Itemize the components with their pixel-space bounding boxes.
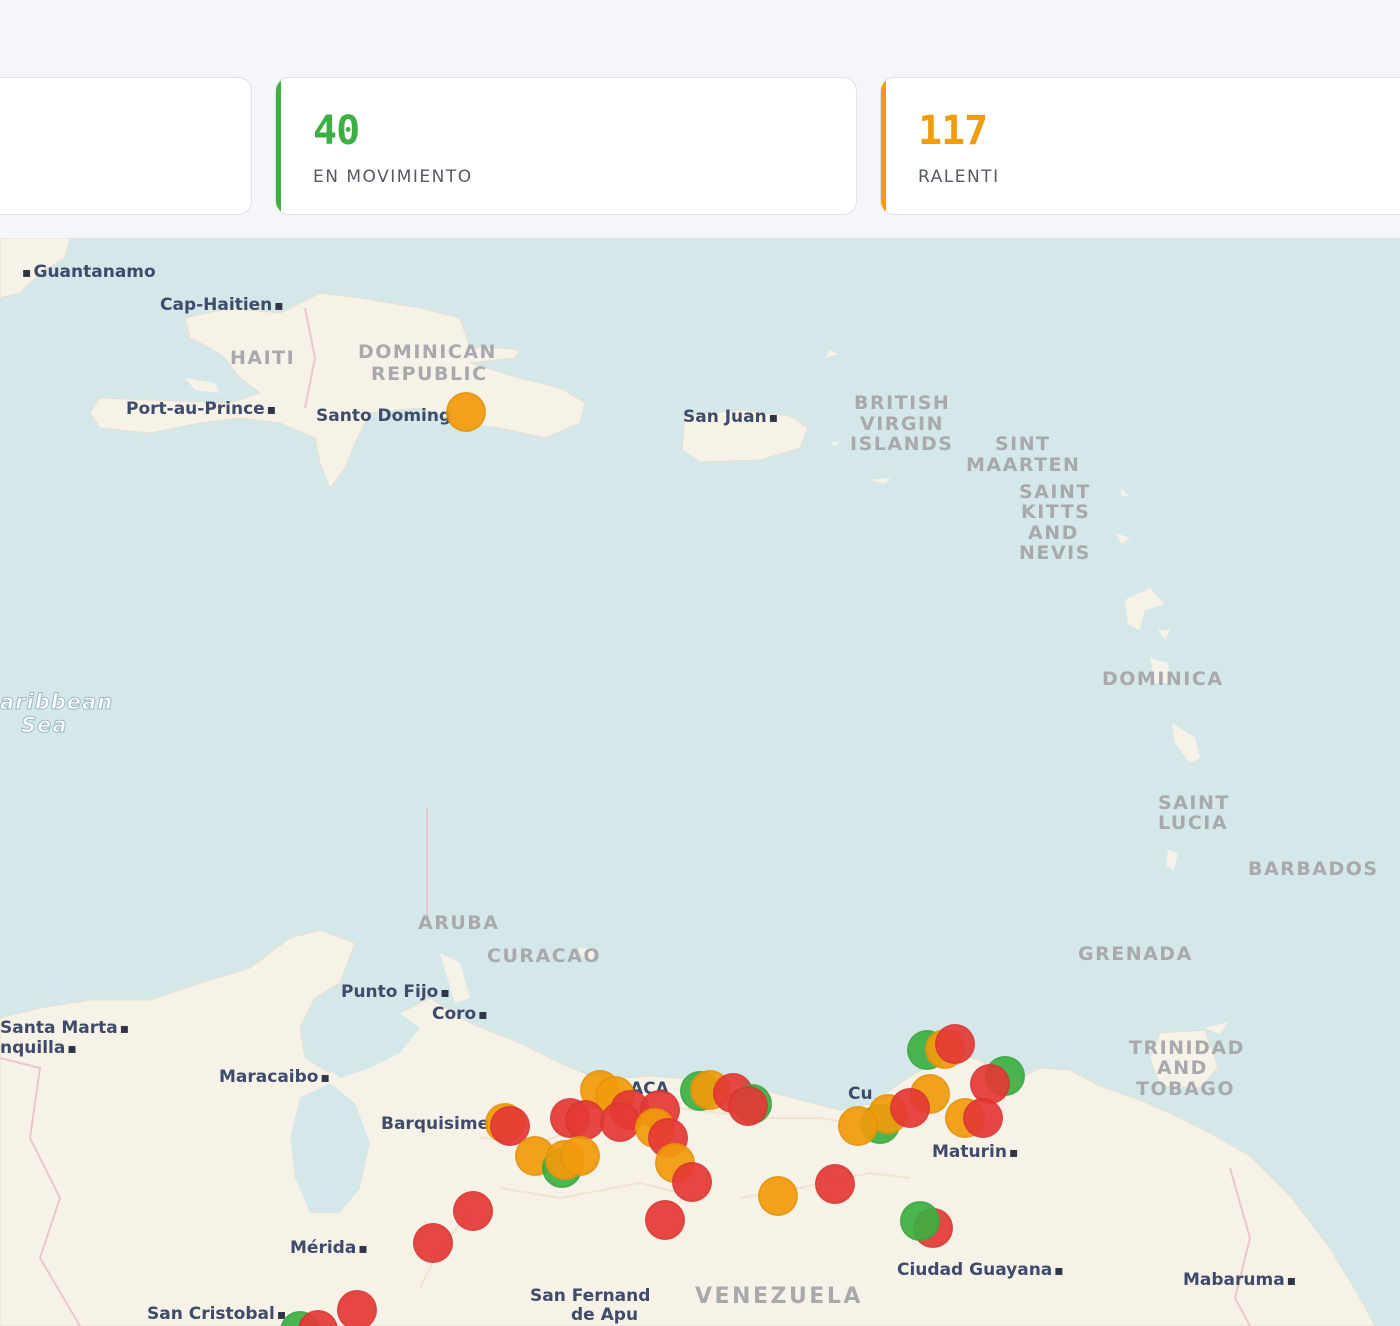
country-tt-line1: TRINIDAD [1129,1037,1245,1059]
country-skn-line4: NEVIS [1019,542,1091,564]
fleet-map[interactable]: Guantanamo Cap-Haitien Port-au-Prince Sa… [0,238,1400,1326]
stat-card-partial[interactable] [0,77,252,215]
city-barquisimeto: Barquisime [381,1114,490,1134]
country-grenada: GRENADA [1078,943,1193,965]
city-cumana: Cu [848,1084,873,1104]
country-skn-line3: AND [1028,522,1079,544]
country-bvi-line3: ISLANDS [850,433,954,455]
country-curacao: CURACAO [487,945,602,967]
land-gonave [185,378,220,393]
sea-caribbean-line2: Sea [21,713,68,737]
water-gulf-venezuela [305,1003,420,1078]
vehicle-marker-stopped[interactable] [815,1164,855,1204]
vehicle-marker-stopped[interactable] [565,1100,605,1140]
vehicle-marker-stopped[interactable] [337,1290,377,1326]
road-lines [419,1106,911,1289]
city-san-fernando-line2: de Apu [571,1305,639,1325]
stat-card-moving[interactable]: 40 EN MOVIMIENTO [275,77,857,215]
country-saint-lucia-line2: LUCIA [1158,812,1229,834]
vehicle-marker-idle[interactable] [560,1136,600,1176]
vehicle-marker-idle[interactable] [758,1176,798,1216]
stat-value-idle: 117 [918,108,988,154]
country-dominica: DOMINICA [1102,668,1224,690]
city-cap-haitien: Cap-Haitien [160,295,284,315]
vehicle-marker-idle[interactable] [446,392,486,432]
country-aruba: ARUBA [418,912,500,934]
stat-value-moving: 40 [313,108,360,154]
stats-row: 40 EN MOVIMIENTO 117 RALENTI [0,0,1400,238]
country-skn-line1: SAINT [1019,481,1091,503]
stat-card-idle[interactable]: 117 RALENTI [880,77,1400,215]
country-haiti: HAITI [230,347,296,369]
city-merida: Mérida [290,1238,368,1258]
stat-label-idle: RALENTI [918,167,1000,187]
country-dominican-republic-line2: REPUBLIC [371,363,488,385]
city-santa-marta: Santa Marta [0,1018,129,1038]
country-sint-maarten-line1: SINT [995,433,1051,455]
country-saint-lucia-line1: SAINT [1158,792,1230,814]
stat-accent-moving [276,78,281,214]
vehicle-marker-stopped[interactable] [413,1223,453,1263]
land-south-america [0,929,1376,1326]
vehicle-marker-stopped[interactable] [963,1098,1003,1138]
vehicle-marker-stopped[interactable] [672,1162,712,1202]
country-bvi-line1: BRITISH [854,392,951,414]
sea-caribbean-line1: aribbean [0,690,114,714]
city-maracaibo: Maracaibo [219,1067,330,1087]
vehicle-marker-stopped[interactable] [728,1086,768,1126]
vehicle-marker-stopped[interactable] [890,1088,930,1128]
city-port-au-prince: Port-au-Prince [126,399,276,419]
land-aruba-curacao [440,948,595,1003]
land-trinidad [1149,1029,1219,1089]
city-barranquilla: nquilla [0,1038,77,1058]
country-sint-maarten-line2: MAARTEN [966,454,1081,476]
vehicle-marker-idle[interactable] [838,1106,878,1146]
country-tt-line3: TOBAGO [1136,1078,1236,1100]
city-san-fernando-line1: San Fernand [530,1286,651,1306]
country-dominican-republic-line1: DOMINICAN [358,341,497,363]
vehicle-marker-moving[interactable] [900,1201,940,1241]
city-santo-domingo: Santo Doming [316,406,452,426]
city-san-cristobal: San Cristobal [147,1304,286,1324]
country-bvi-line2: VIRGIN [860,413,944,435]
stat-accent-idle [881,78,886,214]
city-maturin: Maturin [932,1142,1018,1162]
water-lake-maracaibo [290,1083,370,1213]
country-tt-line2: AND [1157,1057,1208,1079]
country-barbados: BARBADOS [1248,858,1379,880]
vehicle-marker-stopped[interactable] [935,1024,975,1064]
city-coro: Coro [432,1004,488,1024]
city-mabaruma: Mabaruma [1183,1270,1296,1290]
stat-label-moving: EN MOVIMIENTO [313,167,473,187]
land-hispaniola [89,292,586,490]
city-san-juan: San Juan [683,407,778,427]
country-venezuela: VENEZUELA [695,1284,863,1309]
border-lines [0,307,1252,1326]
vehicle-marker-stopped[interactable] [600,1102,640,1142]
vehicle-marker-stopped[interactable] [453,1191,493,1231]
city-guantanamo: Guantanamo [22,262,156,282]
city-ciudad-guayana: Ciudad Guayana [897,1260,1064,1280]
city-punto-fijo: Punto Fijo [341,982,450,1002]
vehicle-marker-stopped[interactable] [645,1200,685,1240]
country-skn-line2: KITTS [1021,501,1091,523]
